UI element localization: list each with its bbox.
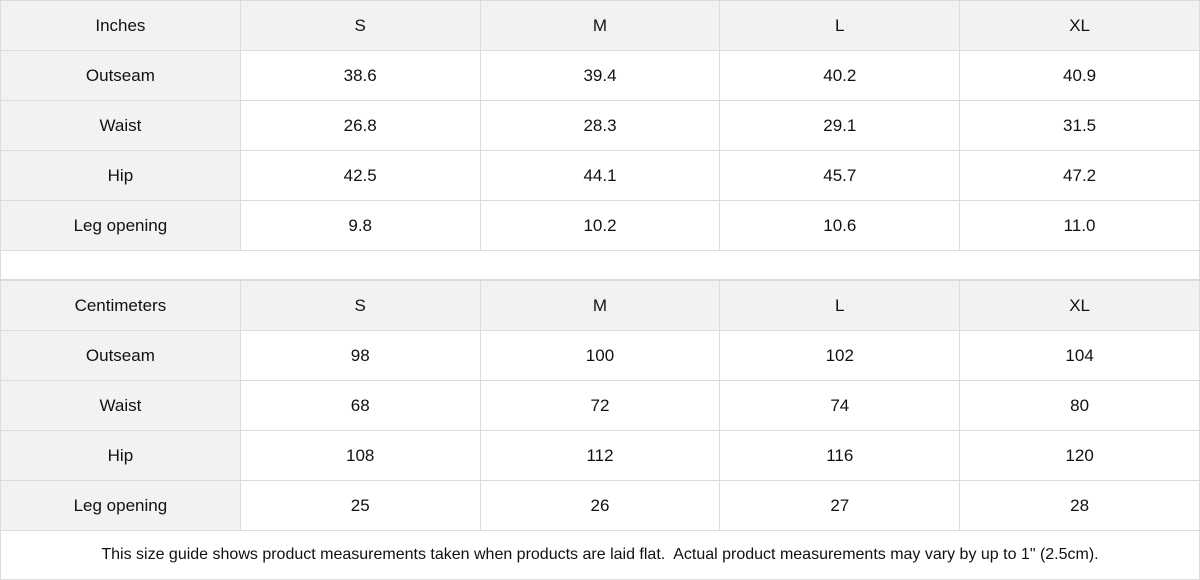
measurement-value: 80 — [959, 380, 1200, 431]
measurement-value: 10.6 — [719, 200, 961, 251]
measurement-value: 120 — [959, 430, 1200, 481]
measurement-value: 116 — [719, 430, 961, 481]
measurement-value: 100 — [479, 330, 721, 381]
measurement-label: Leg opening — [0, 480, 241, 531]
measurement-value: 42.5 — [239, 150, 481, 201]
unit-header: Centimeters — [0, 280, 241, 331]
measurement-value: 26.8 — [239, 100, 481, 151]
measurement-value: 102 — [719, 330, 961, 381]
unit-header: Inches — [0, 0, 241, 51]
measurement-label: Hip — [0, 150, 241, 201]
table-row: Hip 42.5 44.1 45.7 47.2 — [0, 150, 1200, 201]
measurement-label: Hip — [0, 430, 241, 481]
table-row: Waist 26.8 28.3 29.1 31.5 — [0, 100, 1200, 151]
header-row: Inches S M L XL — [0, 0, 1200, 51]
measurement-label: Leg opening — [0, 200, 241, 251]
size-header: S — [239, 0, 481, 51]
size-header: XL — [959, 0, 1200, 51]
table-row: Outseam 98 100 102 104 — [0, 330, 1200, 381]
measurement-value: 68 — [239, 380, 481, 431]
measurement-value: 74 — [719, 380, 961, 431]
size-header: M — [479, 280, 721, 331]
inches-table: Inches S M L XL Outseam 38.6 39.4 40.2 40.9 Waist 2… — [0, 0, 1200, 251]
measurement-value: 72 — [479, 380, 721, 431]
measurement-value: 26 — [479, 480, 721, 531]
measurement-value: 40.2 — [719, 50, 961, 101]
measurement-value: 44.1 — [479, 150, 721, 201]
measurement-value: 28.3 — [479, 100, 721, 151]
table-row: Leg opening 9.8 10.2 10.6 11.0 — [0, 200, 1200, 251]
size-header: L — [719, 280, 961, 331]
size-header: L — [719, 0, 961, 51]
measurement-value: 31.5 — [959, 100, 1200, 151]
measurement-value: 29.1 — [719, 100, 961, 151]
measurement-value: 25 — [239, 480, 481, 531]
measurement-value: 104 — [959, 330, 1200, 381]
table-row: Hip 108 112 116 120 — [0, 430, 1200, 481]
measurement-value: 11.0 — [959, 200, 1200, 251]
table-row: Outseam 38.6 39.4 40.2 40.9 — [0, 50, 1200, 101]
measurement-value: 45.7 — [719, 150, 961, 201]
table-row: Waist 68 72 74 80 — [0, 380, 1200, 431]
measurement-value: 98 — [239, 330, 481, 381]
measurement-value: 39.4 — [479, 50, 721, 101]
measurement-value: 112 — [479, 430, 721, 481]
measurement-value: 9.8 — [239, 200, 481, 251]
measurement-value: 10.2 — [479, 200, 721, 251]
measurement-value: 47.2 — [959, 150, 1200, 201]
size-header: M — [479, 0, 721, 51]
measurement-value: 108 — [239, 430, 481, 481]
measurement-label: Outseam — [0, 50, 241, 101]
header-row: Centimeters S M L XL — [0, 280, 1200, 331]
measurement-label: Waist — [0, 100, 241, 151]
size-guide-note: This size guide shows product measuremen… — [0, 530, 1200, 580]
centimeters-table: Centimeters S M L XL Outseam 98 100 102 104 Waist 6… — [0, 280, 1200, 531]
table-row: Leg opening 25 26 27 28 — [0, 480, 1200, 531]
size-header: XL — [959, 280, 1200, 331]
measurement-value: 38.6 — [239, 50, 481, 101]
measurement-value: 27 — [719, 480, 961, 531]
size-header: S — [239, 280, 481, 331]
measurement-value: 28 — [959, 480, 1200, 531]
measurement-value: 40.9 — [959, 50, 1200, 101]
table-spacer — [0, 250, 1200, 280]
measurement-label: Outseam — [0, 330, 241, 381]
measurement-label: Waist — [0, 380, 241, 431]
